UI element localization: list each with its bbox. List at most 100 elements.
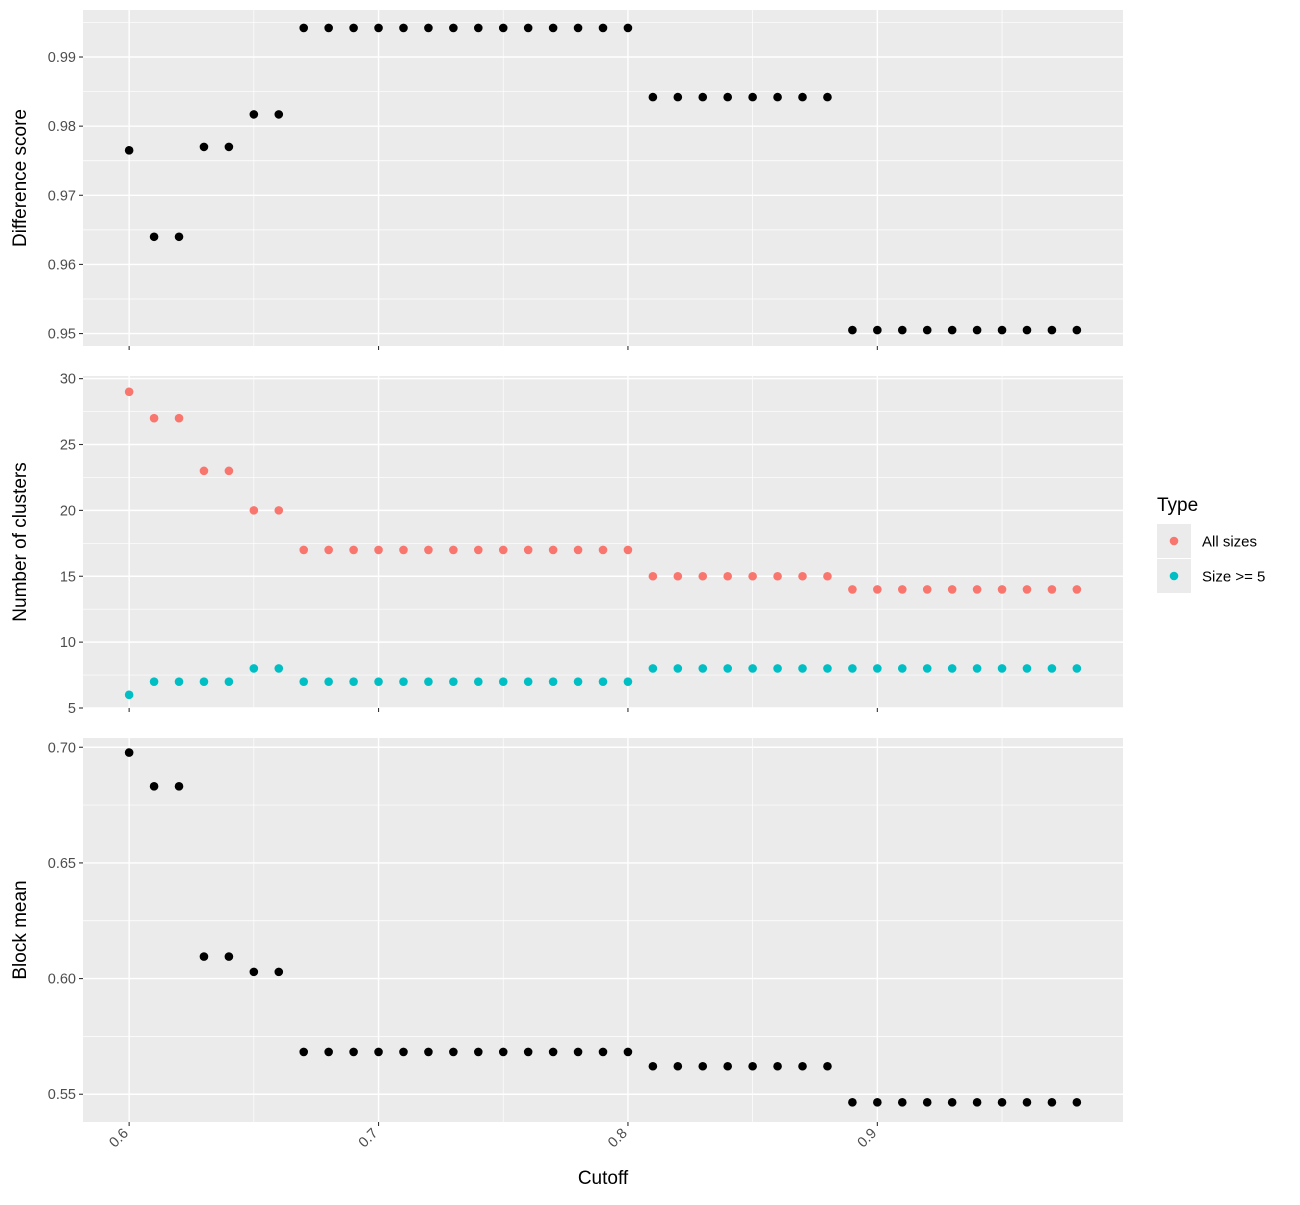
data-point — [798, 92, 807, 102]
data-point — [174, 782, 184, 791]
data-point — [224, 466, 234, 476]
series-1 — [124, 387, 1082, 594]
data-point — [1047, 664, 1057, 673]
data-point — [299, 545, 309, 555]
data-point — [573, 677, 583, 686]
data-point — [174, 232, 184, 242]
data-point — [648, 664, 658, 673]
data-point — [324, 1047, 333, 1057]
legend: Type All sizes Size >= 5 — [1157, 495, 1265, 593]
y-tick-label: 10 — [60, 635, 76, 651]
data-point — [623, 1047, 633, 1057]
data-point — [922, 1098, 932, 1107]
data-point — [424, 677, 433, 686]
data-point — [473, 545, 483, 555]
x-tick-label: 0.6 — [106, 1126, 132, 1152]
data-point — [873, 325, 882, 335]
x-tick-label: 0.7 — [356, 1126, 382, 1152]
data-point — [723, 664, 733, 673]
data-point — [399, 677, 408, 686]
data-point — [498, 545, 508, 555]
panel-background — [83, 738, 1123, 1122]
data-point — [648, 92, 658, 102]
data-point — [897, 664, 907, 673]
data-point — [573, 1047, 583, 1057]
data-point — [349, 23, 358, 33]
data-point — [449, 23, 458, 33]
data-point — [723, 1061, 733, 1071]
data-point — [698, 664, 708, 673]
data-point — [523, 677, 533, 686]
data-point — [698, 571, 708, 581]
data-point — [498, 677, 508, 686]
data-point — [972, 664, 982, 673]
data-point — [698, 92, 708, 102]
data-point — [249, 967, 259, 977]
data-point — [598, 677, 608, 686]
x-axis-label: Cutoff — [578, 1168, 629, 1189]
data-point — [374, 1047, 383, 1057]
data-point — [748, 92, 757, 102]
legend-label: Size >= 5 — [1202, 569, 1265, 586]
y-tick-label: 0.96 — [48, 257, 76, 273]
data-point — [623, 677, 633, 686]
data-point — [848, 664, 857, 673]
data-point — [548, 677, 558, 686]
y-tick-label: 0.97 — [48, 188, 76, 204]
data-point — [848, 1098, 857, 1107]
data-point — [848, 585, 857, 594]
y-tick-label: 0.70 — [48, 740, 76, 756]
data-point — [399, 23, 408, 33]
data-point — [349, 677, 358, 686]
data-point — [199, 142, 209, 152]
data-point — [947, 1098, 957, 1107]
data-point — [798, 571, 807, 581]
data-point — [922, 664, 932, 673]
data-point — [249, 664, 259, 673]
data-point — [174, 677, 184, 686]
data-point — [324, 677, 333, 686]
data-point — [473, 1047, 483, 1057]
data-point — [673, 92, 683, 102]
data-point — [947, 664, 957, 673]
data-point — [548, 545, 558, 555]
y-axis-label: Block mean — [10, 880, 31, 979]
panel-background — [83, 10, 1123, 346]
data-point — [199, 952, 209, 961]
data-point — [1022, 325, 1032, 335]
data-point — [249, 110, 259, 119]
data-point — [673, 1061, 683, 1071]
legend-entry: All sizes — [1157, 524, 1257, 558]
data-point — [773, 664, 782, 673]
x-tick-label: 0.9 — [855, 1126, 881, 1152]
data-point — [424, 23, 433, 33]
data-point — [997, 664, 1007, 673]
x-tick-label: 0.8 — [605, 1126, 631, 1152]
data-point — [972, 585, 982, 594]
data-point — [174, 413, 184, 423]
data-point — [1072, 325, 1082, 335]
data-point — [947, 325, 957, 335]
data-point — [349, 1047, 358, 1057]
data-point — [748, 571, 757, 581]
data-point — [748, 1061, 757, 1071]
data-point — [224, 952, 234, 961]
data-point — [1022, 585, 1032, 594]
data-point — [598, 23, 608, 33]
data-point — [1047, 325, 1057, 335]
data-point — [399, 1047, 408, 1057]
data-point — [124, 146, 134, 155]
data-point — [897, 585, 907, 594]
data-point — [374, 545, 383, 555]
panel-1: 0.95 0.96 0.97 0.98 0.99 Difference score — [10, 10, 1123, 350]
data-point — [1072, 585, 1082, 594]
legend-entry: Size >= 5 — [1157, 559, 1265, 593]
data-point — [199, 677, 209, 686]
data-point — [124, 690, 134, 700]
data-point — [124, 387, 134, 397]
data-point — [897, 325, 907, 335]
data-point — [997, 1098, 1007, 1107]
data-point — [673, 571, 683, 581]
data-point — [424, 545, 433, 555]
